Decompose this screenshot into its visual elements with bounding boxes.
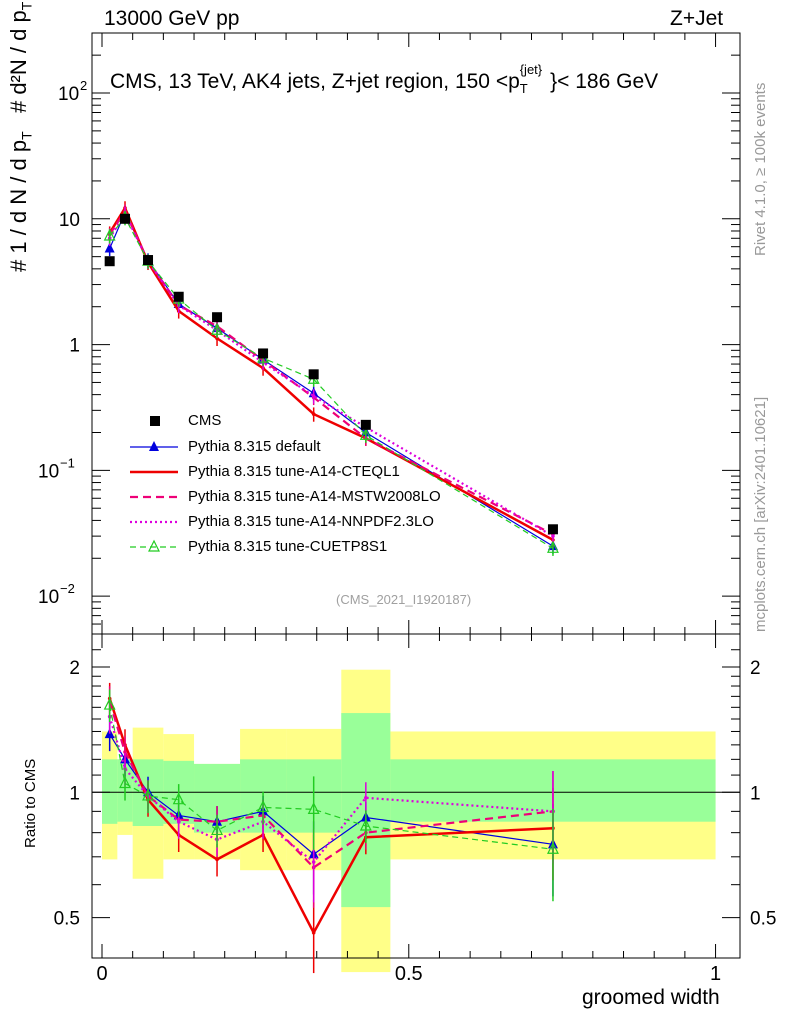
- main-point-3: [551, 534, 555, 538]
- ratio-point-4: [142, 788, 154, 801]
- legend-entry-nnpdf: Pythia 8.315 tune-A14-NNPDF2.3LO: [188, 513, 434, 530]
- main-y-tick-1e2: 10: [58, 84, 79, 105]
- x-tick-label-1: 0.5: [395, 963, 423, 985]
- ratio-series-line-2: [108, 701, 554, 869]
- main-series-line-2: [108, 208, 554, 536]
- process-label: Z+Jet: [670, 7, 724, 30]
- data-point-cms-0: [104, 256, 115, 267]
- mcplots-label: mcplots.cern.ch [arXiv:2401.10621]: [752, 396, 769, 632]
- main-point-4: [359, 427, 372, 440]
- main-y-tick-1e2-exp: 2: [80, 78, 87, 93]
- main-y-tick-10: 10: [59, 210, 80, 231]
- legend-symbol-marker-4: [148, 539, 160, 552]
- ratio-band-green-0: [102, 759, 118, 824]
- ratio-point-3: [364, 796, 368, 800]
- legend-symbol-marker-0: [149, 441, 159, 451]
- legend-entry-default: Pythia 8.315 default: [188, 438, 321, 455]
- main-y-tick-1e-2: 10: [38, 587, 59, 608]
- legend-entry-cteql1: Pythia 8.315 tune-A14-CTEQL1: [188, 463, 400, 480]
- main-point-4: [211, 322, 224, 335]
- main-y-tick-1: 1: [69, 336, 80, 357]
- ratio-y-tick-label-0: 0.5: [54, 909, 80, 930]
- plot-title: CMS, 13 TeV, AK4 jets, Z+jet region, 150…: [110, 62, 659, 97]
- main-point-0: [104, 242, 115, 253]
- x-tick-label-0: 0: [96, 963, 107, 985]
- ratio-point-1: [215, 857, 219, 862]
- data-point-cms-2: [143, 255, 154, 266]
- ratio-point-3: [176, 819, 181, 824]
- ratio-point-1: [311, 930, 316, 935]
- main-point-3: [311, 394, 316, 398]
- ratio-y-tick-label-r-0: 0.5: [750, 909, 776, 930]
- legend-entry-cms: CMS: [188, 412, 222, 429]
- ratio-frame: [91, 633, 741, 959]
- ratio-point-4: [172, 792, 185, 805]
- data-point-cms-5: [258, 348, 269, 359]
- ratio-point-2: [123, 750, 127, 754]
- ratio-point-4: [307, 802, 320, 814]
- ratio-y-axis-title: Ratio to CMS: [22, 758, 39, 848]
- main-y-axis-title: # 1 / d N / d pT # d²N / d pT dλ: [6, 1, 35, 272]
- data-point-cms-7: [360, 419, 371, 430]
- energy-label: 13000 GeV pp: [104, 7, 240, 30]
- main-point-1: [215, 336, 219, 341]
- main-y-tick-1e-1-exp: −1: [60, 455, 75, 470]
- ratio-point-3: [311, 860, 316, 864]
- ratio-y-tick-label-r-1: 1: [750, 783, 761, 804]
- main-point-4: [103, 228, 116, 241]
- x-axis-title: groomed width: [582, 986, 720, 1009]
- legend-symbol-cms: [150, 416, 160, 426]
- rivet-version-label: Rivet 4.1.0, ≥ 100k events: [752, 82, 769, 256]
- ratio-point-4: [119, 776, 131, 789]
- ratio-point-4: [103, 697, 116, 710]
- ratio-series-line-3: [108, 716, 554, 864]
- data-point-cms-4: [212, 312, 223, 323]
- x-tick-label-2: 1: [710, 963, 721, 985]
- main-y-tick-1e-1: 10: [38, 461, 59, 482]
- data-point-cms-3: [173, 291, 184, 302]
- analysis-id: (CMS_2021_I1920187): [336, 592, 472, 607]
- ratio-y-tick-label-r-2: 2: [750, 658, 761, 679]
- ratio-point-4: [211, 823, 224, 836]
- ratio-point-4: [546, 841, 559, 854]
- ratio-y-tick-label-2: 2: [69, 658, 80, 679]
- legend-entry-cuetp8s1: Pythia 8.315 tune-CUETP8S1: [188, 538, 388, 555]
- data-point-cms-8: [547, 524, 558, 535]
- legend-entry-mstw: Pythia 8.315 tune-A14-MSTW2008LO: [188, 488, 441, 505]
- data-point-cms-1: [120, 213, 131, 224]
- plot-title-text: CMS, 13 TeV, AK4 jets, Z+jet region, 150…: [110, 62, 659, 97]
- ratio-y-tick-label-1: 1: [69, 783, 80, 804]
- main-point-1: [311, 412, 316, 416]
- data-point-cms-6: [308, 369, 319, 380]
- ratio-series-line-4: [109, 704, 554, 850]
- ratio-point-4: [257, 800, 270, 812]
- main-y-tick-1e-2-exp: −2: [60, 581, 75, 596]
- main-point-4: [546, 540, 559, 553]
- ratio-point-4: [359, 818, 372, 831]
